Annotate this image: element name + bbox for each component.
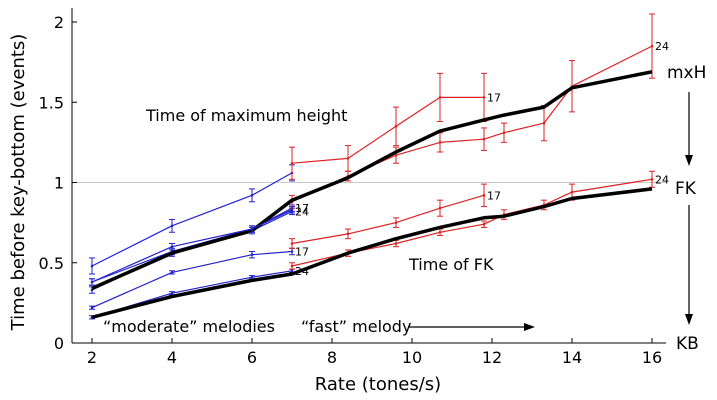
- fast-melody-arrowhead: [524, 323, 535, 331]
- data-point: [290, 161, 294, 165]
- series-end-label: 17: [295, 202, 309, 215]
- data-point: [346, 232, 350, 236]
- x-tick-label: 10: [402, 348, 422, 367]
- data-point: [170, 245, 174, 248]
- data-point: [346, 157, 350, 160]
- series-line: [91, 209, 293, 283]
- data-point: [482, 194, 486, 197]
- x-tick-label: 8: [327, 348, 337, 367]
- data-point: [250, 253, 254, 257]
- data-point: [394, 221, 398, 224]
- data-point: [170, 291, 174, 295]
- series-line: [91, 207, 293, 283]
- data-point: [90, 306, 94, 309]
- data-point: [482, 137, 486, 141]
- annotation-moderate-melodies: “moderate” melodies: [103, 317, 275, 336]
- side-arrow-fk-to-kb: [685, 205, 693, 325]
- side-label-kb: KB: [676, 334, 699, 354]
- data-point: [170, 224, 174, 228]
- series-line: [91, 187, 653, 319]
- x-tick-label: 6: [247, 348, 257, 367]
- data-point: [394, 153, 398, 157]
- series-line: [91, 172, 293, 267]
- series-mxh-moderate-24: 24: [89, 205, 309, 294]
- data-point: [290, 269, 294, 273]
- series-end-label: 17: [487, 189, 501, 202]
- series-fk-moderate-17: 17: [89, 246, 309, 310]
- x-axis-title: Rate (tones/s): [315, 374, 441, 395]
- series-mxh-fast-17: 17: [289, 72, 501, 180]
- annotation-fk: Time of FK: [408, 255, 494, 274]
- data-point: [394, 242, 398, 245]
- data-point: [290, 250, 294, 253]
- series-end-label: 24: [655, 173, 669, 186]
- series-end-label: 24: [655, 40, 669, 53]
- data-point: [482, 96, 486, 99]
- x-tick-label: 16: [642, 348, 662, 367]
- series-end-label: 17: [487, 91, 501, 104]
- data-point: [250, 275, 254, 279]
- series-end-label: 24: [295, 205, 309, 218]
- side-label-fk: FK: [675, 179, 697, 199]
- x-tick-label: 14: [562, 348, 582, 367]
- y-tick-label: 2: [54, 13, 64, 32]
- data-point: [170, 271, 174, 274]
- side-label-mxh: mxH: [667, 63, 706, 83]
- annotation-fast-melody: “fast” melody: [301, 317, 411, 336]
- x-tick-label: 4: [167, 348, 177, 367]
- series-line: [91, 70, 653, 291]
- data-point: [394, 125, 398, 128]
- data-point: [250, 194, 254, 197]
- series-line: [91, 250, 293, 309]
- side-arrow-mxh-to-fk: [685, 92, 693, 166]
- series-fk-moderate: [89, 206, 295, 286]
- y-tick-label: 1: [54, 174, 64, 193]
- data-point: [438, 206, 442, 210]
- series-fk-mean: [91, 187, 653, 319]
- data-point: [290, 208, 294, 212]
- series-fk-fast-17: 17: [289, 183, 501, 249]
- data-point: [482, 222, 486, 226]
- data-point: [250, 227, 254, 231]
- y-tick-label: 0.5: [39, 254, 64, 273]
- data-point: [438, 230, 442, 234]
- x-tick-label: 2: [87, 348, 97, 367]
- data-point: [290, 264, 294, 268]
- data-point: [650, 177, 654, 181]
- data-point: [570, 190, 574, 194]
- data-point: [90, 264, 94, 268]
- x-tick-label: 12: [482, 348, 502, 367]
- y-tick-label: 1.5: [39, 93, 64, 112]
- data-point: [650, 44, 654, 48]
- data-point: [290, 242, 294, 245]
- annotation-max-height: Time of maximum height: [145, 106, 347, 125]
- data-point: [502, 131, 506, 135]
- series-mxh-mean: [91, 70, 653, 291]
- y-tick-label: 0: [54, 334, 64, 353]
- data-point: [438, 96, 442, 99]
- series-end-label: 17: [295, 246, 309, 259]
- data-point: [438, 141, 442, 144]
- series-line: [291, 194, 485, 245]
- data-point: [90, 280, 94, 284]
- y-axis-title: Time before key-bottom (events): [8, 34, 29, 332]
- data-point: [542, 121, 546, 125]
